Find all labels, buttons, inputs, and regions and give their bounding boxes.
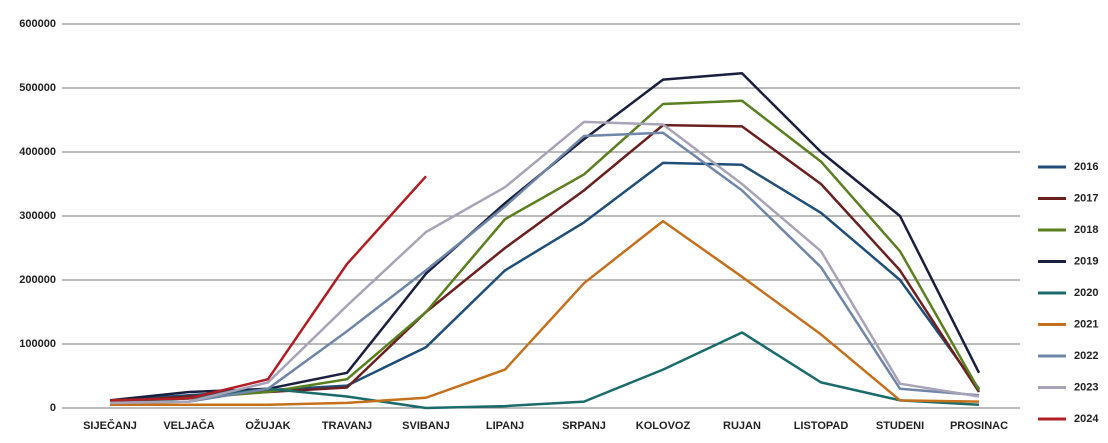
x-tick-label: SRPANJ bbox=[562, 420, 606, 432]
x-tick-label: RUJAN bbox=[723, 420, 761, 432]
legend-label: 2021 bbox=[1074, 318, 1098, 330]
line-series bbox=[109, 120, 980, 405]
legend-label: 2019 bbox=[1074, 255, 1098, 267]
x-tick-label: SVIBANJ bbox=[402, 420, 450, 432]
line-series bbox=[109, 123, 981, 403]
y-tick-label: 600000 bbox=[19, 18, 56, 30]
legend-label: 2017 bbox=[1074, 192, 1098, 204]
y-tick-label: 200000 bbox=[19, 274, 56, 286]
x-tick-label: OŽUJAK bbox=[245, 419, 290, 432]
legend-label: 2018 bbox=[1074, 224, 1098, 236]
x-tick-label: TRAVANJ bbox=[322, 420, 372, 432]
x-tick-label: VELJAČA bbox=[163, 419, 214, 432]
y-tick-label: 300000 bbox=[19, 210, 56, 222]
legend-label: 2016 bbox=[1074, 161, 1098, 173]
y-tick-label: 0 bbox=[50, 402, 56, 414]
line-series bbox=[109, 175, 427, 402]
legend-label: 2024 bbox=[1074, 413, 1099, 425]
x-tick-label: LIPANJ bbox=[486, 420, 524, 432]
line-series bbox=[109, 161, 981, 402]
legend-label: 2023 bbox=[1074, 381, 1098, 393]
legend-label: 2020 bbox=[1074, 287, 1098, 299]
line-series bbox=[109, 99, 981, 403]
line-series bbox=[109, 131, 980, 405]
x-tick-label: SIJEČANJ bbox=[83, 419, 137, 432]
line-series bbox=[110, 219, 980, 407]
x-tick-label: LISTOPAD bbox=[794, 420, 849, 432]
y-tick-label: 500000 bbox=[19, 82, 56, 94]
x-tick-label: PROSINAC bbox=[950, 420, 1008, 432]
x-tick-label: STUDENI bbox=[876, 420, 924, 432]
legend-label: 2022 bbox=[1074, 350, 1098, 362]
x-tick-label: KOLOVOZ bbox=[636, 420, 691, 432]
y-tick-label: 100000 bbox=[19, 338, 56, 350]
y-tick-label: 400000 bbox=[19, 146, 56, 158]
